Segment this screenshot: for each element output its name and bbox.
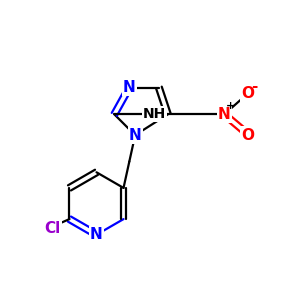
Text: N: N bbox=[129, 128, 142, 142]
Text: NH: NH bbox=[143, 107, 166, 121]
Text: -: - bbox=[251, 80, 258, 94]
Text: N: N bbox=[90, 227, 103, 242]
Text: N: N bbox=[123, 80, 136, 95]
Text: N: N bbox=[218, 107, 231, 122]
Text: O: O bbox=[242, 86, 255, 101]
Text: Cl: Cl bbox=[45, 221, 61, 236]
Text: +: + bbox=[226, 101, 236, 111]
Text: O: O bbox=[242, 128, 255, 142]
